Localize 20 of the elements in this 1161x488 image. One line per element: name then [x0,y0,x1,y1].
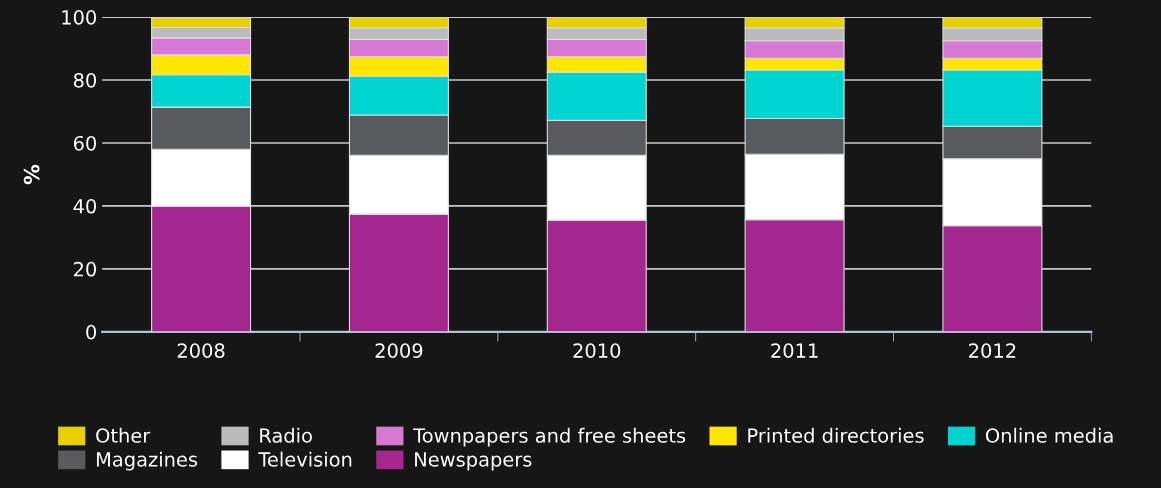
y-tick-label: 60 [73,135,97,151]
x-tick-label: 2009 [375,343,423,358]
legend-label: Radio [260,427,312,443]
y-tick-label: 80 [73,72,97,88]
legend-label: Townpapers and free sheets [413,427,686,447]
legend-label: Printed directories [748,427,924,443]
x-tick-label: 2011 [771,343,818,358]
legend-label: Other [96,427,151,443]
y-tick-label: 20 [73,261,97,277]
x-tick-label: 2010 [573,343,621,358]
y-tick-label: 40 [73,198,97,214]
x-tick-label: 2008 [177,343,225,358]
y-axis-title: % [23,164,40,185]
legend-label: Newspapers [415,452,532,471]
x-tick-label: 2012 [969,343,1016,358]
legend-label: Television [258,451,352,467]
y-tick-label: 0 [86,324,97,340]
legend-label: Online media [985,427,1113,443]
legend-label: Magazines [96,451,198,471]
y-tick-label: 100 [62,10,97,25]
